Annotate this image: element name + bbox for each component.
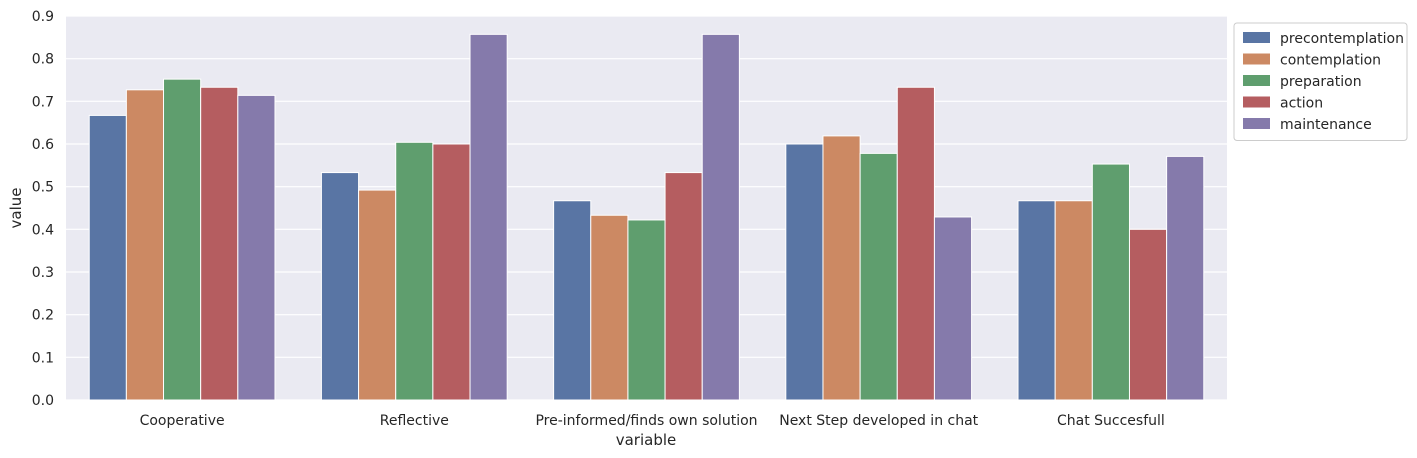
bar-precontemplation-2 (320, 172, 360, 401)
y-tick-label: 0.4 (32, 222, 54, 238)
x-tick-label: Pre-informed/finds own solution (535, 413, 757, 429)
x-axis-title: variable (616, 431, 677, 449)
x-tick-label: Next Step developed in chat (779, 413, 978, 429)
bar-action-3 (664, 172, 703, 401)
legend-label-action: action (1280, 96, 1323, 112)
y-tick-label: 0.2 (32, 308, 54, 324)
y-tick-label: 0.8 (32, 52, 54, 68)
y-tick-label: 0.0 (32, 393, 54, 409)
bar-precontemplation-4 (785, 143, 824, 401)
x-tick-labels: Cooperative Reflective Pre-informed/finds … (140, 413, 1165, 429)
y-tick-labels: 0.0 0.1 0.2 0.3 0.4 0.5 0.6 0.7 0.8 0.9 (32, 9, 54, 409)
bar-action-2 (432, 143, 471, 401)
bar-contemplation-3 (590, 214, 629, 401)
bar-action-4 (896, 86, 935, 401)
bar-preparation-1 (163, 78, 202, 401)
y-tick-label: 0.9 (32, 9, 54, 25)
x-tick-label: Chat Succesfull (1057, 413, 1165, 429)
legend-swatch-maintenance (1243, 118, 1270, 129)
bar-maintenance-1 (237, 94, 276, 401)
bar-preparation-2 (395, 141, 434, 401)
y-tick-label: 0.7 (32, 94, 54, 110)
bar-precontemplation-1 (88, 114, 127, 401)
y-tick-label: 0.1 (32, 350, 54, 366)
bar-maintenance-5 (1166, 155, 1205, 401)
y-tick-label: 0.5 (32, 180, 54, 196)
legend-label-maintenance: maintenance (1280, 117, 1372, 133)
legend: precontemplation contemplation preparation… (1233, 22, 1408, 141)
legend-box (1233, 22, 1408, 141)
y-axis-title: value (7, 188, 25, 229)
bar-contemplation-4 (822, 135, 861, 401)
bar-contemplation-5 (1054, 200, 1093, 401)
bar-preparation-5 (1091, 163, 1130, 401)
legend-swatch-action (1243, 96, 1270, 108)
x-tick-label: Cooperative (140, 413, 225, 429)
legend-swatch-precontemplation (1243, 32, 1270, 43)
bar-action-5 (1128, 228, 1168, 401)
bar-preparation-4 (859, 152, 898, 401)
x-tick-label: Reflective (380, 413, 449, 429)
bar-preparation-3 (627, 219, 666, 401)
y-tick-label: 0.3 (32, 265, 54, 281)
bar-precontemplation-3 (553, 200, 592, 401)
bar-contemplation-2 (358, 189, 397, 401)
bars (88, 33, 1205, 401)
legend-label-preparation: preparation (1280, 74, 1362, 90)
bar-action-1 (200, 86, 239, 401)
bar-maintenance-3 (701, 33, 740, 401)
bar-contemplation-1 (125, 89, 165, 401)
bar-precontemplation-5 (1017, 200, 1056, 401)
y-tick-label: 0.6 (32, 137, 54, 153)
legend-swatch-preparation (1243, 75, 1270, 86)
legend-label-contemplation: contemplation (1280, 53, 1381, 69)
legend-swatch-contemplation (1243, 53, 1270, 65)
bar-maintenance-4 (933, 216, 973, 401)
legend-label-precontemplation: precontemplation (1280, 31, 1404, 47)
bar-maintenance-2 (469, 33, 508, 401)
